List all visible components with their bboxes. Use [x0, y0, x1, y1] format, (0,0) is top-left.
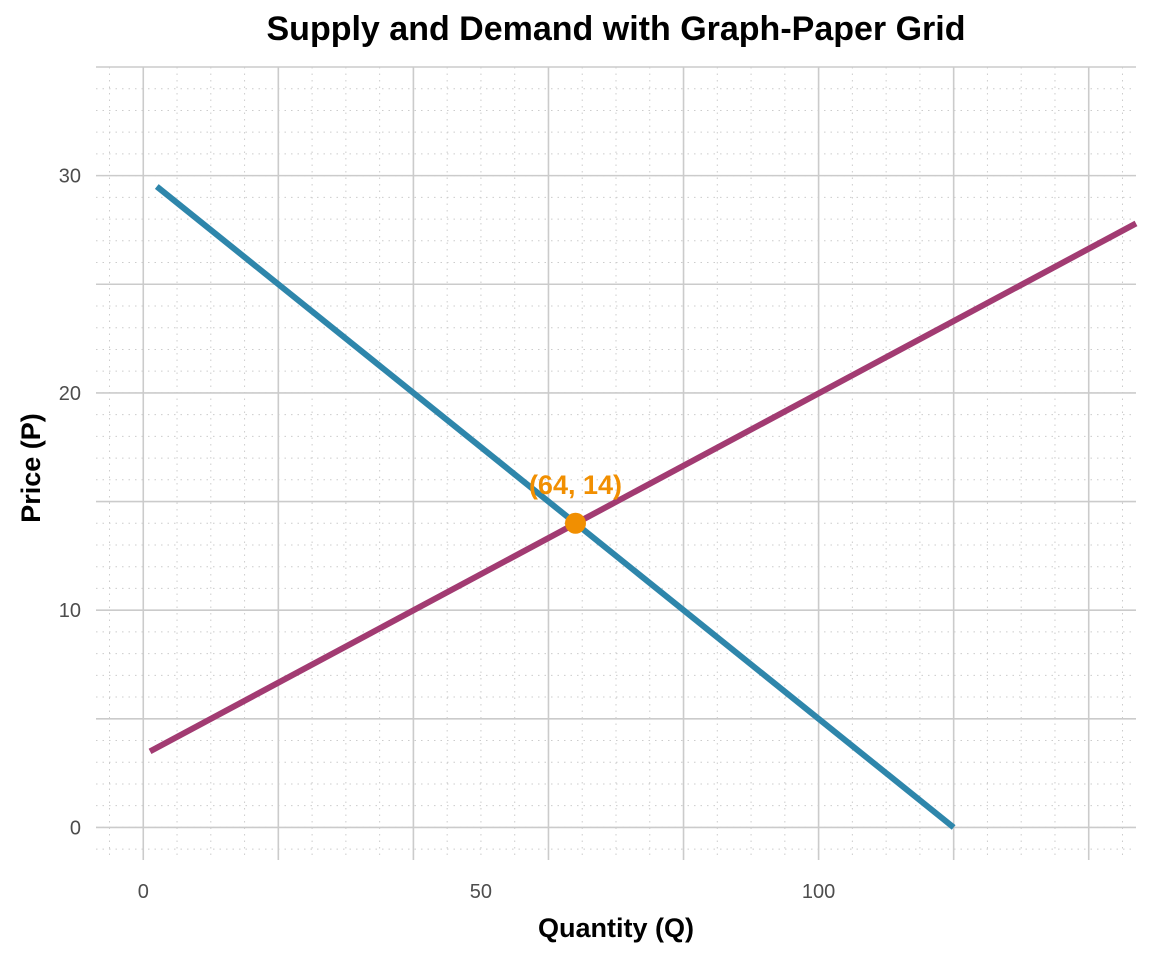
y-tick-label: 10 [59, 600, 81, 622]
series-line-1 [154, 184, 956, 830]
x-axis-title: Quantity (Q) [538, 913, 694, 943]
tick-layer: 0 50 100 0 10 20 30 [59, 166, 836, 903]
grid-minor [96, 66, 1136, 860]
annotation-label: (64, 14) [529, 470, 622, 500]
annotation-layer: (64, 14) [529, 470, 622, 534]
y-tick-label: 20 [59, 383, 81, 405]
y-tick-label: 0 [70, 817, 81, 839]
series-layer [148, 184, 1138, 830]
x-tick-label: 50 [470, 881, 492, 903]
x-tick-label: 100 [802, 881, 835, 903]
y-tick-label: 30 [59, 166, 81, 188]
annotation-point [564, 512, 586, 534]
chart-title: Supply and Demand with Graph-Paper Grid [266, 10, 966, 48]
x-tick-label: 0 [138, 881, 149, 903]
y-axis-title: Price (P) [16, 413, 46, 523]
series-line-2 [148, 220, 1138, 755]
